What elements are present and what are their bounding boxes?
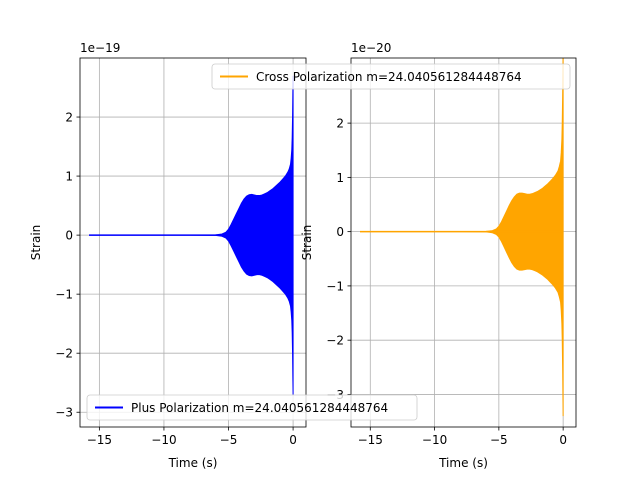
- x-tick-label: −15: [358, 433, 383, 447]
- x-tick-label: −10: [151, 433, 176, 447]
- y-tick-label: −3: [55, 406, 73, 420]
- y-tick-label: 0: [336, 225, 344, 239]
- legend-1: Plus Polarization m=24.040561284448764: [86, 394, 418, 421]
- y-tick-label: −1: [326, 279, 344, 293]
- legend-2: Cross Polarization m=24.040561284448764: [211, 63, 571, 90]
- x-tick-label: −15: [87, 433, 112, 447]
- legend-box: [86, 394, 418, 421]
- y-offset-text: 1e−19: [80, 41, 120, 55]
- x-axis-label: Time (s): [168, 456, 218, 470]
- y-tick-label: 2: [336, 117, 344, 131]
- x-tick-label: 0: [559, 433, 567, 447]
- series-1: [89, 75, 294, 395]
- series-1: [360, 58, 564, 417]
- legend-label: Cross Polarization m=24.040561284448764: [256, 70, 522, 84]
- y-tick-label: −2: [326, 334, 344, 348]
- y-offset-text: 1e−20: [351, 41, 391, 55]
- x-tick-label: 0: [289, 433, 297, 447]
- axes-frame: [350, 57, 577, 428]
- x-tick-label: −5: [490, 433, 508, 447]
- y-tick-label: 0: [65, 229, 73, 243]
- x-tick-label: −10: [422, 433, 447, 447]
- legend-label: Plus Polarization m=24.040561284448764: [131, 401, 388, 415]
- x-axis-label: Time (s): [438, 456, 488, 470]
- y-tick-label: 1: [65, 170, 73, 184]
- y-tick-label: −1: [55, 288, 73, 302]
- x-tick-label: −5: [220, 433, 238, 447]
- y-tick-label: 2: [65, 111, 73, 125]
- y-axis-label: Strain: [300, 225, 314, 261]
- y-axis-label: Strain: [29, 225, 43, 261]
- y-tick-label: −2: [55, 347, 73, 361]
- y-tick-label: 1: [336, 171, 344, 185]
- legend-box: [211, 63, 571, 90]
- axes-frame: [79, 57, 307, 428]
